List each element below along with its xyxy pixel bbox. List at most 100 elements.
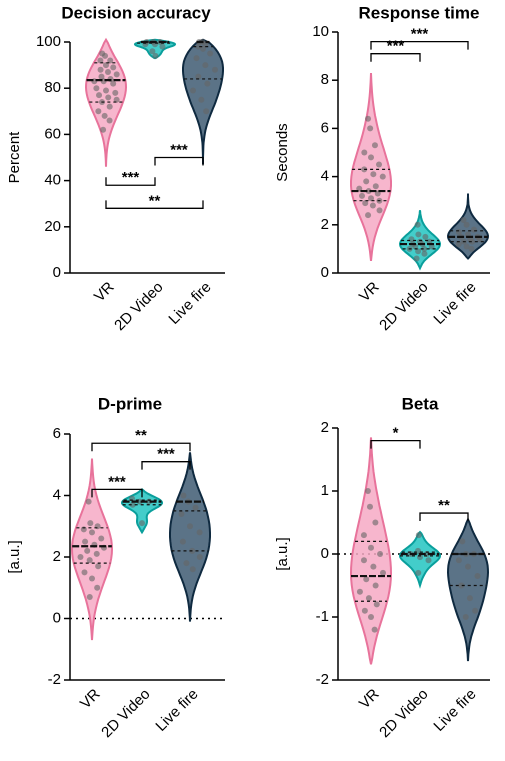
data-point bbox=[100, 126, 107, 133]
data-point bbox=[455, 241, 462, 248]
data-point bbox=[192, 504, 199, 511]
data-point bbox=[179, 538, 186, 545]
y-tick-label: 0 bbox=[321, 545, 329, 562]
data-point bbox=[82, 538, 89, 545]
data-point bbox=[368, 154, 374, 161]
y-tick-label: 4 bbox=[321, 168, 329, 185]
y-tick-label: -2 bbox=[48, 671, 61, 688]
x-tick-label: VR bbox=[356, 279, 383, 306]
x-tick-label: 2D Video bbox=[111, 279, 166, 334]
data-point bbox=[465, 563, 471, 570]
data-point bbox=[363, 576, 370, 583]
y-tick-label: 100 bbox=[36, 33, 61, 50]
data-point bbox=[414, 221, 421, 228]
data-point bbox=[113, 71, 120, 78]
y-tick-label: 6 bbox=[53, 425, 61, 442]
data-point bbox=[110, 64, 117, 71]
y-tick-label: 40 bbox=[44, 172, 61, 189]
y-axis-label: [a.u.] bbox=[274, 537, 291, 570]
data-point bbox=[368, 544, 374, 551]
data-point bbox=[425, 557, 432, 564]
data-point bbox=[104, 69, 111, 76]
data-point bbox=[110, 80, 117, 87]
significance-bracket bbox=[419, 512, 469, 522]
data-point bbox=[85, 498, 92, 505]
violin bbox=[169, 452, 211, 622]
data-point bbox=[422, 233, 429, 240]
significance-label: ** bbox=[438, 497, 450, 514]
data-point bbox=[152, 52, 159, 59]
data-point bbox=[189, 87, 196, 94]
data-point bbox=[95, 563, 102, 570]
data-point bbox=[372, 519, 379, 526]
y-tick-label: 0 bbox=[53, 264, 61, 281]
data-point bbox=[368, 195, 374, 202]
data-point bbox=[361, 607, 368, 614]
data-point bbox=[203, 108, 210, 115]
data-point bbox=[139, 520, 145, 527]
data-point bbox=[463, 221, 470, 228]
data-point bbox=[107, 57, 114, 64]
violin bbox=[446, 516, 490, 662]
data-point bbox=[193, 55, 200, 62]
significance-bracket bbox=[91, 488, 143, 498]
data-point bbox=[462, 614, 469, 620]
panel-title: Response time bbox=[359, 3, 480, 22]
data-point bbox=[94, 584, 101, 591]
data-point bbox=[413, 255, 420, 262]
data-point bbox=[98, 73, 105, 80]
data-point bbox=[415, 532, 422, 539]
data-point bbox=[421, 245, 428, 252]
x-tick-label: VR bbox=[91, 279, 118, 306]
data-point bbox=[86, 557, 93, 564]
y-tick-label: 80 bbox=[44, 79, 61, 96]
data-point bbox=[365, 595, 372, 602]
significance-label: *** bbox=[157, 446, 175, 463]
data-point bbox=[89, 529, 95, 536]
data-point bbox=[198, 96, 205, 103]
data-point bbox=[367, 125, 374, 132]
data-point bbox=[189, 566, 196, 573]
data-point bbox=[421, 250, 428, 257]
data-point bbox=[149, 48, 156, 55]
data-point bbox=[380, 569, 386, 576]
data-point bbox=[97, 66, 104, 73]
significance-bracket bbox=[91, 442, 191, 452]
data-point bbox=[359, 192, 366, 199]
significance-bracket bbox=[141, 461, 191, 470]
data-point bbox=[212, 66, 218, 73]
data-point bbox=[379, 173, 386, 180]
y-tick-label: 0 bbox=[321, 264, 329, 281]
panel-title: D-prime bbox=[98, 394, 162, 413]
data-point bbox=[362, 200, 369, 207]
data-point bbox=[368, 614, 374, 620]
y-tick-label: 1 bbox=[321, 482, 329, 499]
data-point bbox=[360, 557, 367, 564]
panel-title: Beta bbox=[402, 394, 439, 413]
data-point bbox=[200, 45, 206, 52]
y-tick-label: 0 bbox=[53, 609, 61, 626]
data-point bbox=[376, 207, 383, 214]
data-point bbox=[474, 573, 481, 580]
y-tick-label: 2 bbox=[53, 548, 61, 565]
x-tick-label: 2D Video bbox=[376, 279, 431, 334]
significance-label: *** bbox=[411, 26, 429, 43]
y-axis-label: Percent bbox=[6, 131, 23, 184]
data-point bbox=[87, 520, 94, 527]
data-point bbox=[470, 226, 477, 233]
panel-title: Decision accuracy bbox=[61, 3, 211, 22]
significance-label: *** bbox=[108, 473, 126, 490]
data-point bbox=[86, 593, 93, 600]
data-point bbox=[415, 231, 422, 238]
data-point bbox=[463, 243, 470, 250]
y-tick-label: 2 bbox=[321, 419, 329, 436]
data-point bbox=[373, 601, 380, 608]
x-tick-label: 2D Video bbox=[376, 686, 431, 741]
data-point bbox=[183, 560, 190, 567]
data-point bbox=[112, 89, 119, 96]
data-point bbox=[363, 178, 370, 185]
data-point bbox=[372, 183, 379, 190]
data-point bbox=[365, 115, 372, 122]
x-tick-label: VR bbox=[356, 686, 383, 713]
